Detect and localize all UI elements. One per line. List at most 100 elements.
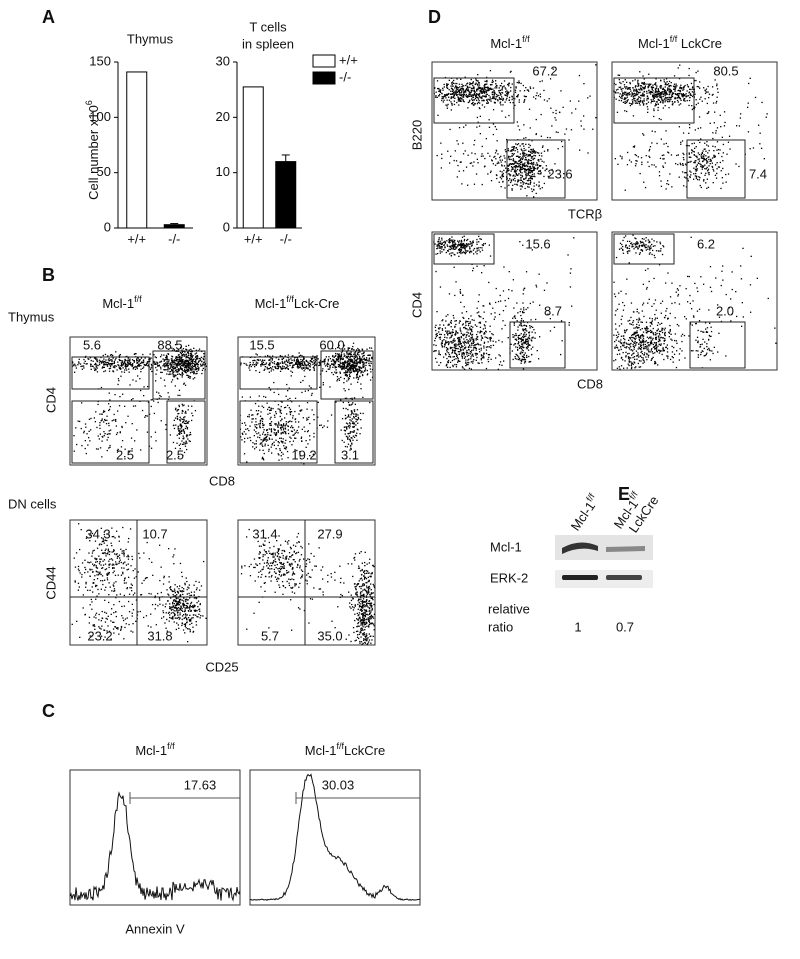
dot [240,364,242,366]
dot [519,166,522,168]
dot [314,565,316,567]
dot [362,621,364,623]
dot [172,556,174,558]
dot [356,349,358,351]
dot [188,440,190,442]
dot [97,448,99,450]
dot [292,415,294,417]
dot [342,358,344,360]
dot [365,599,368,601]
dot [154,596,156,599]
dot [351,366,353,368]
dot [289,578,292,581]
dot [289,397,291,400]
dot [347,408,349,411]
dot [340,593,342,596]
dot [310,357,312,360]
dot [192,362,194,365]
dot [259,422,262,424]
dot [181,412,183,414]
dot [89,589,91,591]
dot [329,358,332,360]
dot [339,357,341,360]
dot [351,348,353,350]
dot [191,365,193,367]
dot [286,572,289,574]
dot [190,351,192,353]
dot [119,559,121,561]
dot [165,612,167,614]
dot [457,87,459,89]
dot [196,610,198,612]
dot [491,81,493,83]
dot [336,359,338,361]
gate [71,356,150,390]
dot [367,572,369,574]
dot [132,594,135,596]
dot [361,609,363,612]
dot [94,557,96,559]
dot [369,616,371,618]
dot [180,346,182,349]
dot [120,574,123,576]
dot [261,360,263,363]
dot [367,360,369,362]
histogram-trace [249,773,421,901]
dot [511,152,513,155]
dot [178,437,180,439]
dot [453,91,455,93]
dot [333,360,335,362]
dot [282,557,284,559]
dot [534,152,536,154]
dot [126,569,128,571]
dot [335,401,337,403]
dot [187,438,189,440]
dot [366,599,368,601]
dot-cloud [240,528,376,646]
dot [447,83,449,85]
dot [362,361,364,363]
dot [186,368,188,370]
dot [528,166,530,168]
dot [530,157,533,159]
dot [172,361,174,364]
dot [348,347,351,349]
dot [338,356,340,358]
dot [279,408,281,410]
dot [364,619,366,621]
dot [465,95,467,97]
dot [88,562,90,564]
dot [101,419,103,421]
dot [493,97,495,99]
dot [179,585,181,587]
dot [479,95,481,97]
dot [510,179,512,181]
dot [183,430,185,432]
dot [264,355,266,357]
dot [258,371,261,373]
dot [181,590,183,592]
dot [357,414,359,416]
dot [97,571,99,573]
dot [275,411,277,413]
dot [179,433,181,435]
y-axis-label: CD4 [43,387,58,413]
dot [253,429,255,431]
dot [250,365,252,368]
dot [533,185,535,187]
dot [178,370,180,372]
dot [300,409,302,411]
dot [262,555,264,558]
dot [153,412,155,415]
dot [252,414,254,416]
dot [103,531,105,533]
dot [512,175,514,177]
dot [287,368,289,370]
dot [254,566,256,569]
dot [270,424,272,426]
dot [100,420,102,422]
dot [350,368,352,371]
dot [541,155,543,157]
dot [460,95,463,97]
dot [356,618,358,620]
